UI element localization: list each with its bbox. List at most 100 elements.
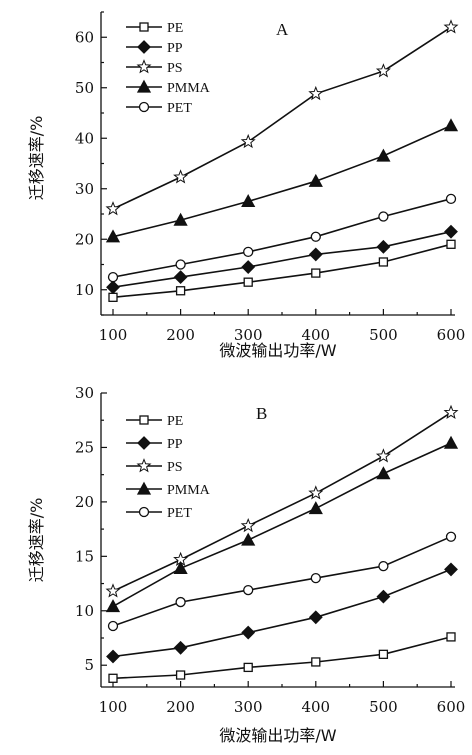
series-pmma-point [173,212,188,226]
series-pet-point [107,620,119,632]
series-ps-point [173,169,189,184]
y-tick-label: 10 [75,281,94,299]
panel-a-label: A [276,20,289,39]
series-pp-point [444,224,458,239]
series-pet-point [310,231,321,242]
series-pe-point [378,649,389,659]
series-pmma-point [308,173,323,187]
series-pmma-point [443,118,459,132]
series-ps-line [112,411,452,592]
x-tick-label: 100 [99,698,128,716]
x-tick-label: 500 [369,326,398,344]
series-pet-point [175,596,186,608]
y-tick-label: 60 [75,28,94,46]
series-ps-point [375,448,391,463]
legend-pe-marker [139,415,149,425]
series-ps-point [308,85,324,101]
series-pp-point [241,260,256,274]
series-ps-point [240,133,256,149]
y-tick-label: 10 [75,602,94,620]
series-pet-point [310,572,321,584]
series-pmma-point [105,599,121,613]
legend-pe-label: PE [167,414,183,429]
panel-b-ticks [101,392,452,687]
series-pp-point [444,562,458,577]
series-pp-point [308,247,323,262]
series-pet-line [112,535,452,627]
panel-b-series [105,404,459,683]
y-tick-label: 25 [75,438,94,456]
series-ps-point [443,404,459,419]
y-tick-label: 20 [75,493,94,511]
panel-b-y-axis-label: 迁移速率/% [27,498,46,583]
series-ps-point [105,583,121,598]
panel-b-tick-labels: 5 10 15 20 25 30 100 200 300 400 500 600 [75,384,465,716]
series-pe-line [112,636,452,680]
series-ps-point [308,485,324,500]
panel-b-axes [100,393,455,688]
series-pp-point [376,589,391,604]
legend-pet-marker [138,506,150,518]
series-pp-point [173,270,188,285]
series-pmma-line [112,124,452,238]
series-pp-point [376,239,391,254]
series-ps-line [112,26,452,210]
series-pmma-point [443,435,459,449]
series-pmma-point [105,229,121,243]
panel-a: 10 20 30 40 50 60 100 200 300 400 500 600 PE PP PS PMM… [27,11,465,360]
series-pet-point [243,584,254,596]
legend-pmma-label: PMMA [167,81,211,96]
series-ps-point [105,201,121,216]
x-tick-label: 500 [369,698,398,716]
legend-ps-label: PS [167,61,183,76]
series-pp-point [106,649,120,664]
series-pmma-point [376,466,391,480]
panel-a-legend: PE PP PS PMMA PET [126,21,211,116]
x-tick-label: 300 [234,698,263,716]
legend-pe-marker [139,22,149,32]
series-pe-point [446,239,456,249]
series-pet-point [378,560,389,572]
legend-pmma-label: PMMA [167,483,211,498]
panel-a-ticks [101,11,452,316]
y-tick-label: 5 [84,656,94,674]
series-pe-point [175,670,186,680]
series-pmma-point [241,532,256,546]
legend-pp-marker [137,40,151,54]
panel-a-tick-labels: 10 20 30 40 50 60 100 200 300 400 500 600 [75,28,465,344]
series-pe-point [446,632,456,642]
y-tick-label: 20 [75,230,94,248]
series-pet-point [107,271,119,283]
x-tick-label: 400 [301,326,330,344]
x-tick-label: 600 [437,698,466,716]
panel-a-y-axis-label: 迁移速率/% [27,116,46,201]
x-tick-label: 300 [234,326,263,344]
legend-pmma-marker [136,79,152,93]
series-pet-point [243,246,254,258]
series-pe-point [108,673,118,683]
series-pmma-point [241,194,256,208]
series-ps-point [375,63,391,78]
legend-pp-label: PP [167,437,183,452]
series-pe-point [243,662,253,673]
series-pe-line [112,243,452,299]
series-pe-point [311,268,321,278]
panel-a-x-axis-label: 微波输出功率/W [219,341,336,360]
legend-ps-marker [136,458,152,473]
legend-pmma-marker [136,481,152,495]
y-tick-label: 50 [75,79,94,97]
panel-b: 5 10 15 20 25 30 100 200 300 400 500 600 PE PP PS PMMA… [27,384,465,745]
series-pe-point [108,292,118,302]
y-tick-label: 15 [75,547,94,565]
y-tick-label: 40 [75,129,94,147]
y-tick-label: 30 [75,384,94,402]
panel-b-legend: PE PP PS PMMA PET [126,414,211,521]
legend-pet-label: PET [167,101,192,116]
series-pe-point [378,257,389,267]
series-pe-point [243,277,253,287]
legend-pet-label: PET [167,506,192,521]
series-ps-point [240,517,256,533]
series-pmma-line [112,442,452,608]
series-pet-point [445,193,457,205]
